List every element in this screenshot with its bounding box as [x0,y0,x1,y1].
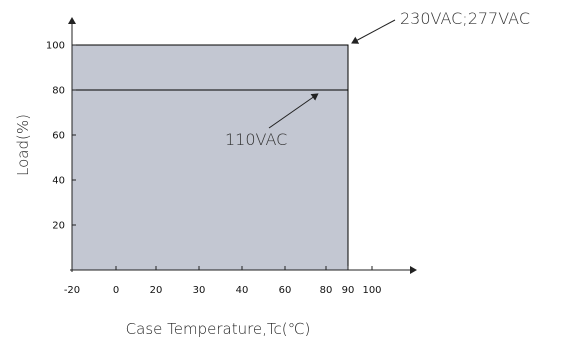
operating-area [72,45,348,270]
x-tick-label: -20 [64,285,80,296]
plot-area [72,44,349,270]
x-axis-ticks: -20 0 20 30 40 60 80 90 100 [64,266,382,296]
x-tick-label: 20 [150,285,163,296]
series-line-230-277vac [72,44,349,270]
y-tick-label: 20 [52,221,65,232]
x-tick-label: 60 [279,285,292,296]
annotation-arrow-230-277vac [351,19,396,44]
annotation-label-230-277vac: 230VAC;277VAC [400,9,530,28]
x-tick-label: 80 [320,285,333,296]
x-axis-title: Case Temperature,Tc(℃) [126,320,311,338]
y-tick-label: 40 [52,176,65,187]
y-tick-label: 100 [46,41,65,52]
y-tick-label: 60 [52,131,65,142]
y-axis-ticks: 20 40 60 80 100 [46,41,76,232]
x-tick-label: 30 [193,285,206,296]
y-tick-label: 80 [52,86,65,97]
x-tick-label: 100 [362,285,381,296]
y-axis-title: Load(%) [14,114,32,176]
annotation-arrow-110vac [268,93,319,129]
axes [68,17,417,274]
x-tick-label: 0 [113,285,119,296]
annotations: 230VAC;277VAC 110VAC [225,9,530,149]
x-tick-label: 90 [342,285,355,296]
x-tick-label: 40 [236,285,249,296]
annotation-label-110vac: 110VAC [225,130,287,149]
